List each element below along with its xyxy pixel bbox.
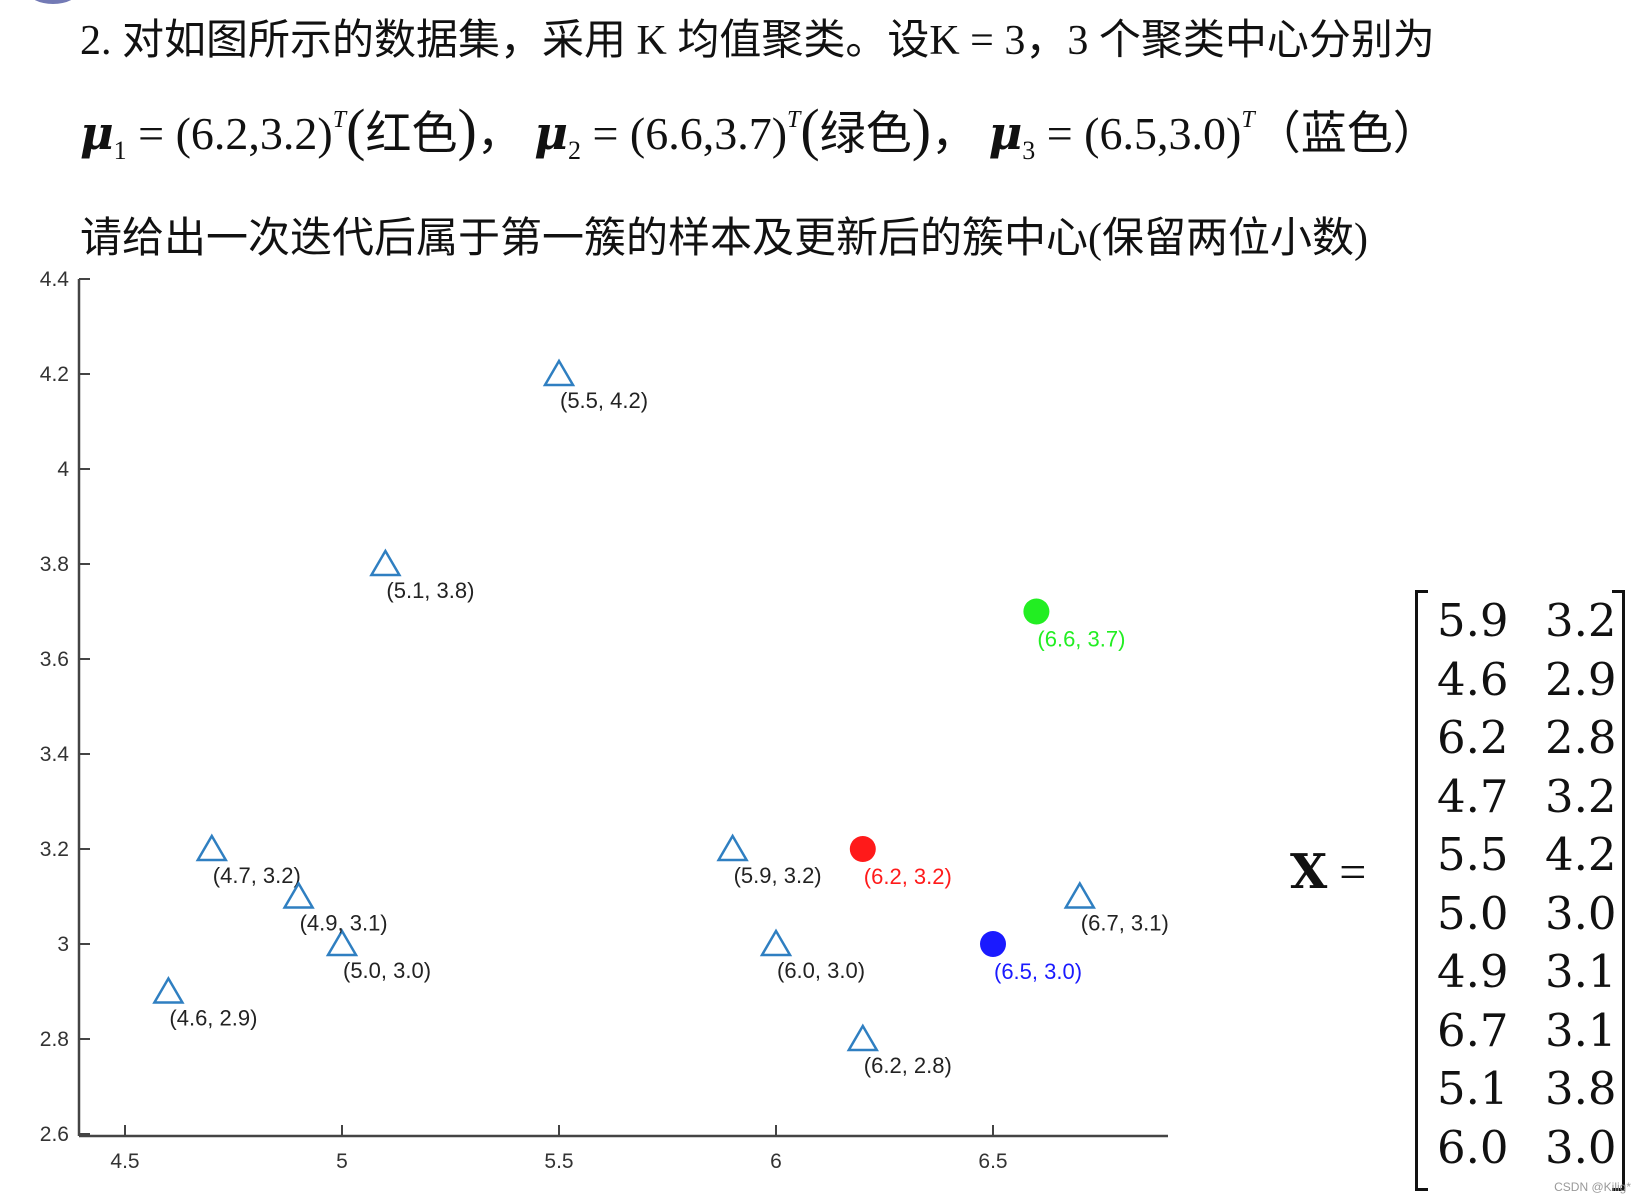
triangle-marker-icon — [542, 358, 576, 387]
matrix-cell: 2.9 — [1545, 652, 1617, 706]
mu2-symbol: μ — [534, 106, 568, 160]
triangle-marker-icon — [325, 928, 359, 957]
matrix-cell: 4.6 — [1437, 652, 1509, 706]
mu3-color-label: （蓝色） — [1254, 108, 1439, 159]
separator: ， — [476, 108, 523, 159]
y-tick-label: 2.6 — [40, 1123, 69, 1146]
triangle-marker-icon — [195, 833, 228, 862]
center-marker-icon — [849, 836, 876, 862]
mu2-subscript: 2 — [567, 136, 581, 165]
mu1-subscript: 1 — [113, 136, 127, 165]
matrix-cell: 4.7 — [1437, 769, 1509, 823]
y-tick-label: 3.2 — [40, 838, 69, 861]
matrix-cell: 5.5 — [1437, 828, 1509, 881]
x-tick-label: 5.5 — [544, 1150, 573, 1173]
matrix-symbol: X — [1290, 844, 1328, 900]
y-tick-label: 3.6 — [40, 648, 69, 671]
y-tick-label: 3 — [57, 933, 69, 956]
point-label: (4.7, 3.2) — [213, 863, 301, 888]
mu1-transpose: T — [332, 107, 347, 133]
y-tick-label: 3.4 — [40, 743, 70, 766]
matrix-cell: 3.0 — [1545, 1120, 1617, 1174]
mu1-color-label: 红色 — [365, 108, 458, 159]
point-label: (6.7, 3.1) — [1081, 911, 1169, 936]
matrix-cell: 6.7 — [1437, 1003, 1509, 1057]
decorative-circle — [28, 0, 78, 4]
mu1-symbol: μ — [80, 106, 114, 160]
data-matrix: X = 5.9 3.2 4.6 2.9 6.2 2.8 4.7 3.2 5.5 4.2 5.0 3.0… — [1290, 590, 1630, 1191]
point-label: (5.5, 4.2) — [560, 388, 648, 413]
mu3-subscript: 3 — [1022, 136, 1036, 165]
x-tick-label: 4.5 — [110, 1150, 139, 1173]
matrix-cell: 3.1 — [1545, 1003, 1617, 1057]
triangle-marker-icon — [152, 976, 185, 1004]
triangle-marker-icon — [759, 928, 793, 957]
matrix-cell: 3.1 — [1545, 945, 1617, 998]
x-tick-label: 6.5 — [978, 1150, 1007, 1173]
point-label: (5.0, 3.0) — [343, 958, 431, 983]
x-tick-label: 5 — [336, 1150, 348, 1173]
y-tick-label: 4.2 — [40, 363, 69, 386]
matrix-equals: = — [1327, 846, 1367, 899]
left-bracket — [1415, 590, 1428, 1191]
center-label: (6.6, 3.7) — [1037, 627, 1125, 652]
matrix-cell: 3.2 — [1545, 594, 1617, 647]
plot-axes: 2.6 2.8 3 3.2 3.4 3.6 3.8 4 4.2 4.4 4.5 5 5.5 6 6.5 — [40, 268, 1168, 1173]
center-label: (6.5, 3.0) — [994, 959, 1082, 984]
matrix-cell: 5.0 — [1437, 886, 1509, 940]
point-label: (6.0, 3.0) — [777, 958, 865, 983]
watermark: CSDN @Kilig* — [1554, 1180, 1631, 1194]
triangle-marker-icon — [369, 548, 402, 577]
matrix-body: 5.9 3.2 4.6 2.9 6.2 2.8 4.7 3.2 5.5 4.2 5.0 3.0 4.9 3… — [1415, 590, 1625, 1191]
mu3-symbol: μ — [988, 106, 1023, 160]
matrix-cell: 3.0 — [1545, 886, 1617, 940]
matrix-cell: 6.2 — [1437, 711, 1509, 764]
matrix-cell: 4.2 — [1545, 828, 1617, 881]
question-line-3: 请给出一次迭代后属于第一簇的样本及更新后的簇中心(保留两位小数) — [80, 216, 1368, 262]
point-label: (4.6, 2.9) — [169, 1006, 257, 1031]
point-label: (6.2, 2.8) — [864, 1053, 952, 1078]
matrix-cell: 3.2 — [1545, 769, 1617, 823]
matrix-cell: 2.8 — [1545, 711, 1617, 764]
question-centers-line: μ1 = (6.2,3.2)T(红色)， μ2 = (6.6,3.7)T(绿色)… — [80, 96, 1439, 166]
matrix-cell: 4.9 — [1437, 945, 1509, 998]
matrix-cell: 3.8 — [1545, 1062, 1617, 1115]
center-label: (6.2, 3.2) — [864, 864, 952, 889]
y-tick-label: 4.4 — [40, 268, 70, 291]
matrix-cell: 6.0 — [1437, 1120, 1509, 1174]
right-bracket — [1612, 590, 1625, 1191]
mu1-value: = (6.2,3.2) — [126, 108, 333, 159]
y-tick-label: 4 — [57, 458, 69, 481]
center-marker-icon — [1023, 598, 1050, 625]
paren-open: ( — [346, 97, 366, 162]
point-label: (4.9, 3.1) — [300, 911, 388, 936]
point-label: (5.9, 3.2) — [734, 863, 822, 888]
matrix-label: X = — [1290, 844, 1366, 900]
mu3-transpose: T — [1241, 107, 1255, 133]
separator: ， — [931, 108, 978, 159]
triangle-marker-icon — [716, 833, 749, 862]
matrix-cell: 5.1 — [1437, 1062, 1509, 1115]
paren-open: ( — [800, 97, 820, 162]
x-tick-label: 6 — [770, 1150, 782, 1173]
y-tick-label: 2.8 — [40, 1028, 69, 1051]
matrix-cell: 5.9 — [1437, 594, 1509, 647]
triangle-marker-icon — [282, 881, 315, 909]
mu2-transpose: T — [787, 107, 801, 133]
plot-points: (5.9, 3.2) (4.6, 2.9) (6.2, 2.8) (4.7, 3.2)… — [152, 358, 1169, 1078]
center-marker-icon — [980, 931, 1006, 957]
paren-close: ) — [457, 97, 477, 162]
triangle-marker-icon — [1063, 881, 1096, 909]
question-line-1: 2. 对如图所示的数据集，采用 K 均值聚类。设K = 3，3 个聚类中心分别为 — [80, 18, 1435, 64]
y-tick-label: 3.8 — [40, 553, 69, 576]
mu2-color-label: 绿色 — [819, 108, 912, 159]
point-label: (5.1, 3.8) — [386, 578, 474, 603]
mu3-value: = (6.5,3.0) — [1035, 108, 1242, 159]
triangle-marker-icon — [846, 1023, 879, 1052]
paren-close: ) — [911, 97, 932, 162]
mu2-value: = (6.6,3.7) — [580, 108, 788, 159]
